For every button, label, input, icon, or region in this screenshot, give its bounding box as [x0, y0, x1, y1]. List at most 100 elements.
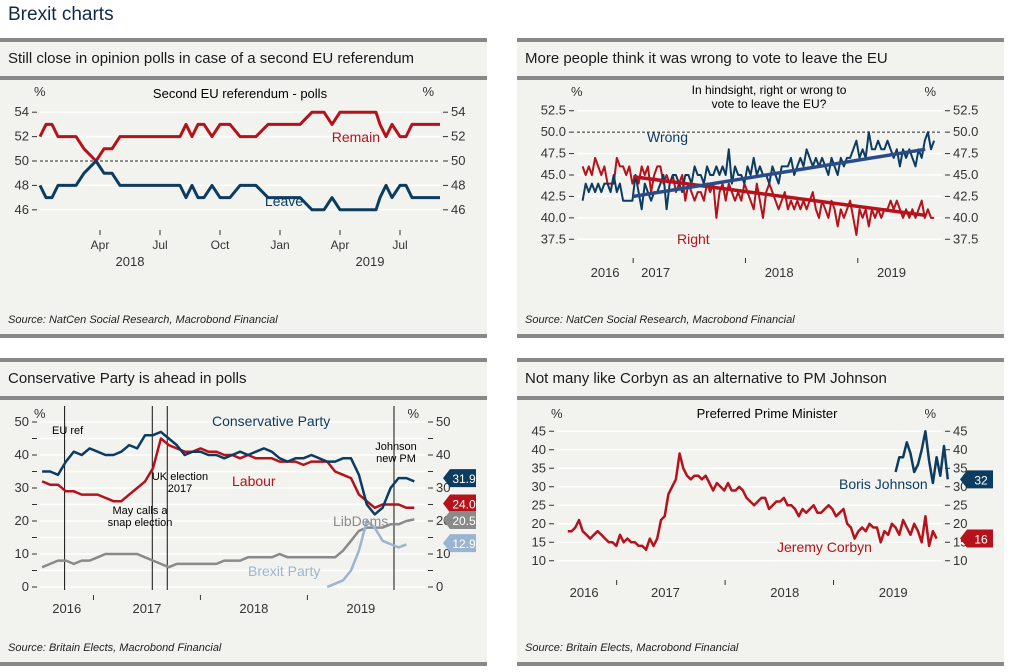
x-tick-label: Oct: [211, 238, 230, 252]
panel-referendum-polls: Still close in opinion polls in case of …: [0, 38, 487, 338]
x-year-label: 2019: [877, 265, 906, 280]
y-tick-label-right: 40: [953, 442, 967, 457]
y-tick-label-right: 45: [953, 423, 967, 438]
x-tick-label: Jul: [392, 238, 407, 252]
series-line-brexit-party: [326, 519, 407, 589]
x-tick-label: Jan: [270, 238, 289, 252]
chart-title: Second EU referendum - polls: [153, 86, 328, 101]
x-year-label: 2018: [116, 254, 145, 269]
panel-heading: Still close in opinion polls in case of …: [0, 42, 487, 80]
x-year-label: 2017: [651, 585, 680, 600]
y-tick-label-left: 45: [532, 423, 546, 438]
x-year-label: 2019: [879, 585, 908, 600]
y-tick-label-left: 52: [15, 129, 29, 144]
y-unit-left: %: [34, 84, 46, 99]
last-value-label: 32: [974, 473, 988, 487]
x-year-label: 2018: [765, 265, 794, 280]
series-label-right: Right: [677, 231, 710, 247]
x-tick-label: Jul: [152, 238, 167, 252]
last-value-tag: [443, 511, 476, 530]
x-tick-label: Apr: [331, 238, 350, 252]
y-tick-label-right: 35: [953, 460, 967, 475]
y-tick-label-right: 50: [436, 414, 450, 429]
y-tick-label-left: 40.0: [541, 210, 566, 225]
source-note: Source: Britain Elects, Macrobond Financ…: [525, 642, 739, 654]
y-unit-left: %: [551, 406, 563, 421]
y-tick-label-right: 25: [953, 497, 967, 512]
last-value-tag: [443, 469, 476, 488]
y-unit-right: %: [407, 406, 419, 421]
series-label-brexit-party: Brexit Party: [248, 563, 320, 579]
y-tick-label-left: 15: [532, 534, 546, 549]
series-label-corbyn: Jeremy Corbyn: [777, 539, 872, 555]
y-tick-label-right: 54: [451, 104, 465, 119]
y-tick-label-left: 37.5: [541, 231, 566, 246]
x-year-label: 2017: [641, 265, 670, 280]
y-tick-label-left: 54: [15, 104, 29, 119]
series-label-remain: Remain: [332, 129, 380, 145]
source-note: Source: NatCen Social Research, Macrobon…: [8, 314, 278, 326]
x-year-label: 2019: [346, 601, 375, 616]
event-label-election-line1: UK election: [152, 471, 208, 483]
series-label-wrong: Wrong: [647, 129, 688, 145]
series-line-jeremy-corbyn: [567, 452, 938, 551]
y-tick-label-left: 42.5: [541, 188, 566, 203]
y-tick-label-right: 42.5: [953, 188, 978, 203]
series-line-libdems: [41, 518, 415, 569]
series-line-labour: [41, 437, 415, 510]
y-tick-label-left: 40: [15, 447, 29, 462]
y-tick-label-right: 40.0: [953, 210, 978, 225]
page-title: Brexit charts: [8, 4, 114, 25]
y-tick-label-left: 46: [15, 202, 29, 217]
y-tick-label-right: 37.5: [953, 231, 978, 246]
y-tick-label-left: 48: [15, 177, 29, 192]
y-tick-label-right: 46: [451, 202, 465, 217]
x-year-label: 2018: [239, 601, 268, 616]
y-tick-label-left: 52.5: [541, 103, 566, 118]
x-year-label: 2018: [770, 585, 799, 600]
source-note: Source: NatCen Social Research, Macrobon…: [525, 314, 795, 326]
event-label-eu-ref: EU ref: [52, 425, 84, 437]
y-tick-label-right: 10: [953, 553, 967, 568]
y-tick-label-right: 45.0: [953, 167, 978, 182]
y-tick-label-right: 0: [436, 579, 443, 594]
trend-line-wrong-trend: [632, 147, 926, 199]
y-tick-label-left: 40: [532, 442, 546, 457]
event-label-johnson-line1: Johnson: [375, 441, 417, 453]
last-value-tag: [960, 529, 993, 548]
y-unit-left: %: [34, 406, 46, 421]
series-label-conservative: Conservative Party: [212, 413, 330, 429]
y-tick-label-right: 10: [436, 546, 450, 561]
y-unit-left: %: [571, 84, 583, 99]
y-unit-right: %: [924, 406, 936, 421]
y-tick-label-right: 47.5: [953, 146, 978, 161]
y-tick-label-right: 30: [436, 480, 450, 495]
series-label-labour: Labour: [232, 473, 276, 489]
trend-line-right-trend: [632, 174, 926, 218]
panel-right-or-wrong: More people think it was wrong to vote t…: [517, 38, 1004, 338]
last-value-label: 31.9: [452, 472, 476, 486]
series-label-johnson: Boris Johnson: [839, 476, 928, 492]
panel-heading: More people think it was wrong to vote t…: [517, 42, 1004, 80]
y-tick-label-right: 40: [436, 447, 450, 462]
y-tick-label-right: 50.0: [953, 124, 978, 139]
series-line-leave: [38, 159, 440, 212]
y-tick-label-left: 50.0: [541, 124, 566, 139]
series-line-conservative-party: [42, 430, 415, 516]
source-note: Source: Britain Elects, Macrobond Financ…: [8, 642, 222, 654]
x-year-label: 2016: [591, 265, 620, 280]
y-tick-label-left: 50: [15, 153, 29, 168]
y-tick-label-right: 52.5: [953, 103, 978, 118]
event-label-snap-line2: snap election: [108, 517, 173, 529]
y-tick-label-right: 52: [451, 129, 465, 144]
y-tick-label-left: 0: [22, 579, 29, 594]
event-label-election-line2: 2017: [168, 483, 192, 495]
last-value-label: 24.0: [452, 498, 476, 512]
x-tick-label: Apr: [91, 238, 110, 252]
series-line-remain: [38, 110, 440, 163]
last-value-tag: [443, 534, 476, 553]
y-tick-label-left: 10: [532, 553, 546, 568]
y-tick-label-left: 30: [15, 480, 29, 495]
y-tick-label-left: 30: [532, 479, 546, 494]
